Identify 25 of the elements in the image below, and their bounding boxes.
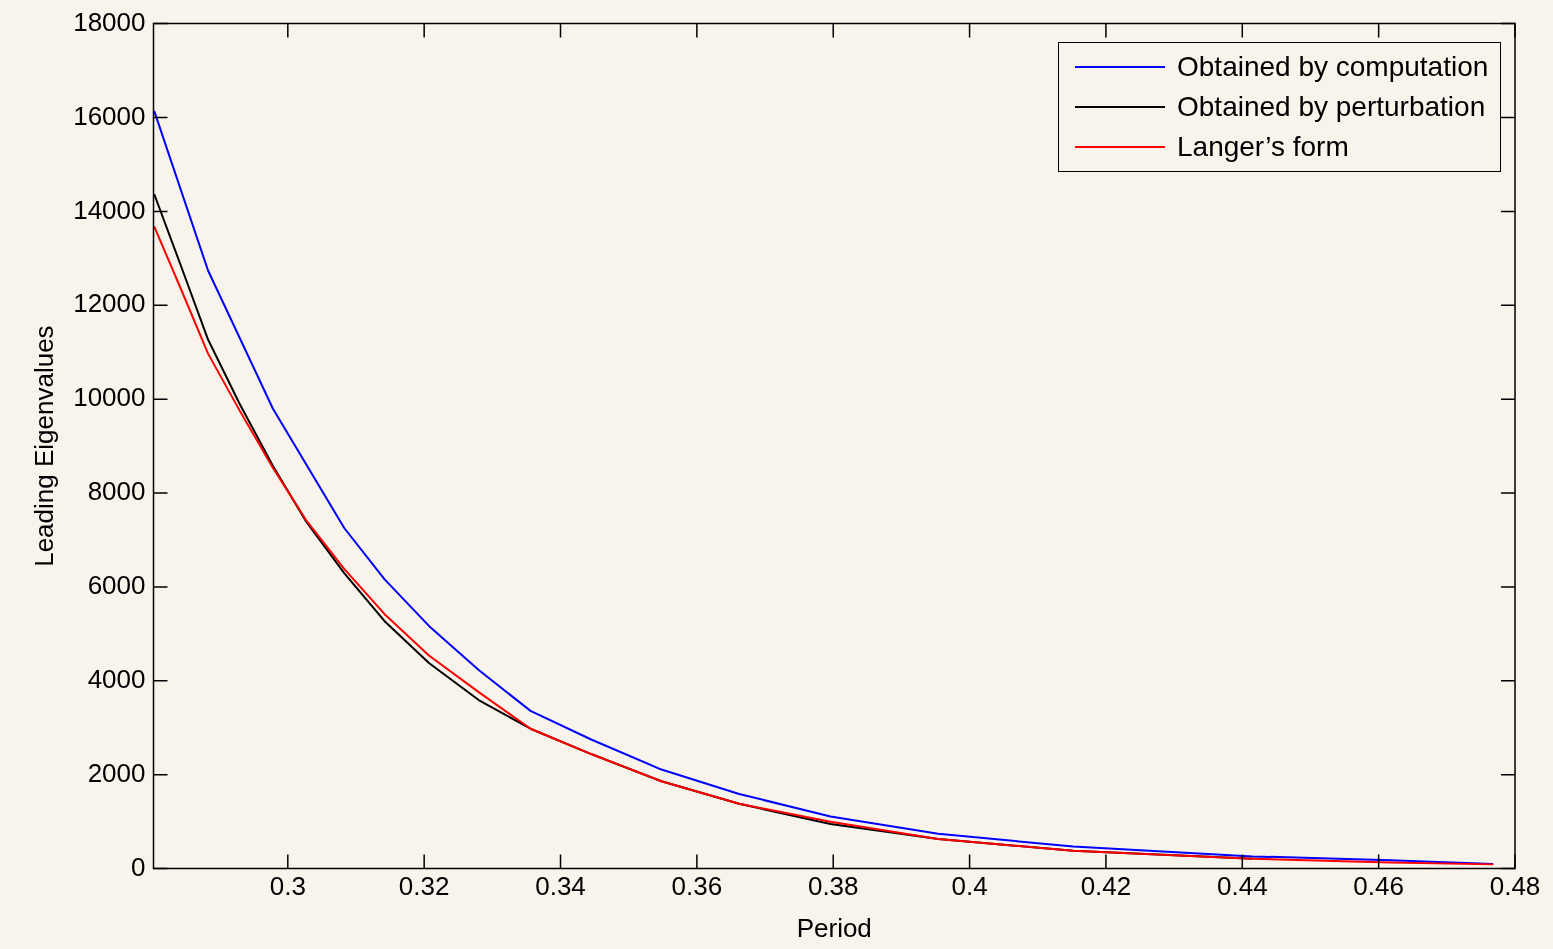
x-tick-label: 0.42	[1080, 871, 1132, 902]
x-tick-label: 0.34	[535, 871, 586, 902]
x-tick-label: 0.36	[671, 871, 723, 902]
y-tick-label: 14000	[73, 194, 146, 225]
y-tick-label: 12000	[73, 288, 146, 319]
legend-label: Obtained by perturbation	[1177, 90, 1486, 123]
x-tick-label: 0.32	[398, 871, 450, 902]
x-tick-label: 0.4	[951, 871, 988, 902]
x-tick-label: 0.3	[269, 871, 306, 902]
y-tick-label: 18000	[73, 6, 146, 37]
legend-label: Langer’s form	[1177, 130, 1349, 163]
y-tick-label: 0	[131, 851, 146, 882]
x-tick-label: 0.46	[1353, 871, 1404, 902]
y-tick-label: 2000	[87, 757, 146, 788]
y-tick-label: 8000	[87, 476, 146, 507]
x-tick-label: 0.48	[1489, 871, 1541, 902]
x-axis-title: Period	[796, 912, 872, 943]
x-tick-label: 0.44	[1216, 871, 1268, 902]
x-tick-label: 0.38	[807, 871, 859, 902]
y-tick-label: 6000	[87, 570, 146, 601]
legend-label: Obtained by computation	[1177, 50, 1489, 83]
y-tick-label: 10000	[73, 382, 146, 413]
y-axis-title: Leading Eigenvalues	[28, 325, 59, 567]
y-tick-label: 16000	[73, 100, 146, 131]
y-tick-label: 4000	[87, 663, 146, 694]
